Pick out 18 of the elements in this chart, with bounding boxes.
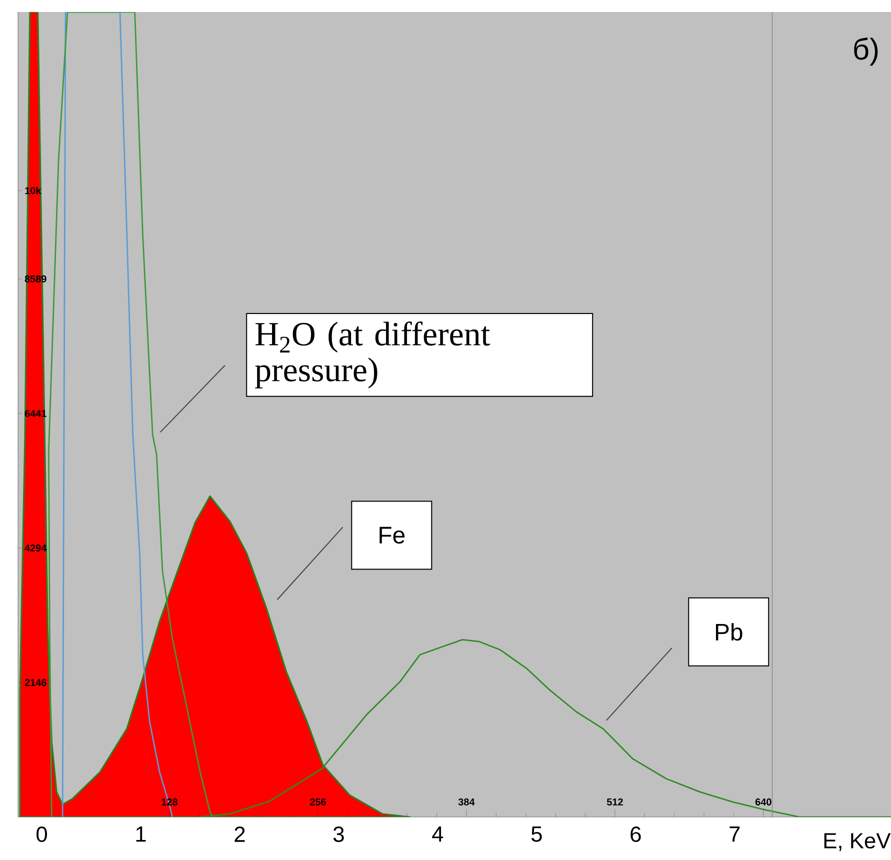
x2-tick-label: 384	[458, 798, 475, 806]
y-tick-label: 2146	[24, 679, 46, 686]
annotation: H$_{2}$O (at different pressure)	[255, 321, 490, 388]
annotation: Fe	[380, 526, 405, 544]
x2-tick-label: 256	[310, 798, 326, 806]
annotation: Pb	[716, 623, 742, 641]
x-tick-label: 3	[333, 826, 344, 842]
text: б)	[854, 38, 878, 66]
x2-tick-label: 640	[755, 798, 772, 806]
x-tick-label: 7	[730, 826, 740, 842]
x-tick-label: 4	[432, 826, 444, 842]
x-axis-title: E, KeV	[824, 833, 891, 852]
x-tick-label: 5	[531, 826, 542, 842]
x-tick-label: 6	[630, 826, 641, 842]
x2-tick-label: 512	[606, 798, 623, 806]
x-tick-label: 2	[234, 826, 245, 842]
x-tick-label: 0	[36, 826, 47, 842]
x-tick-label: 1	[136, 826, 146, 842]
